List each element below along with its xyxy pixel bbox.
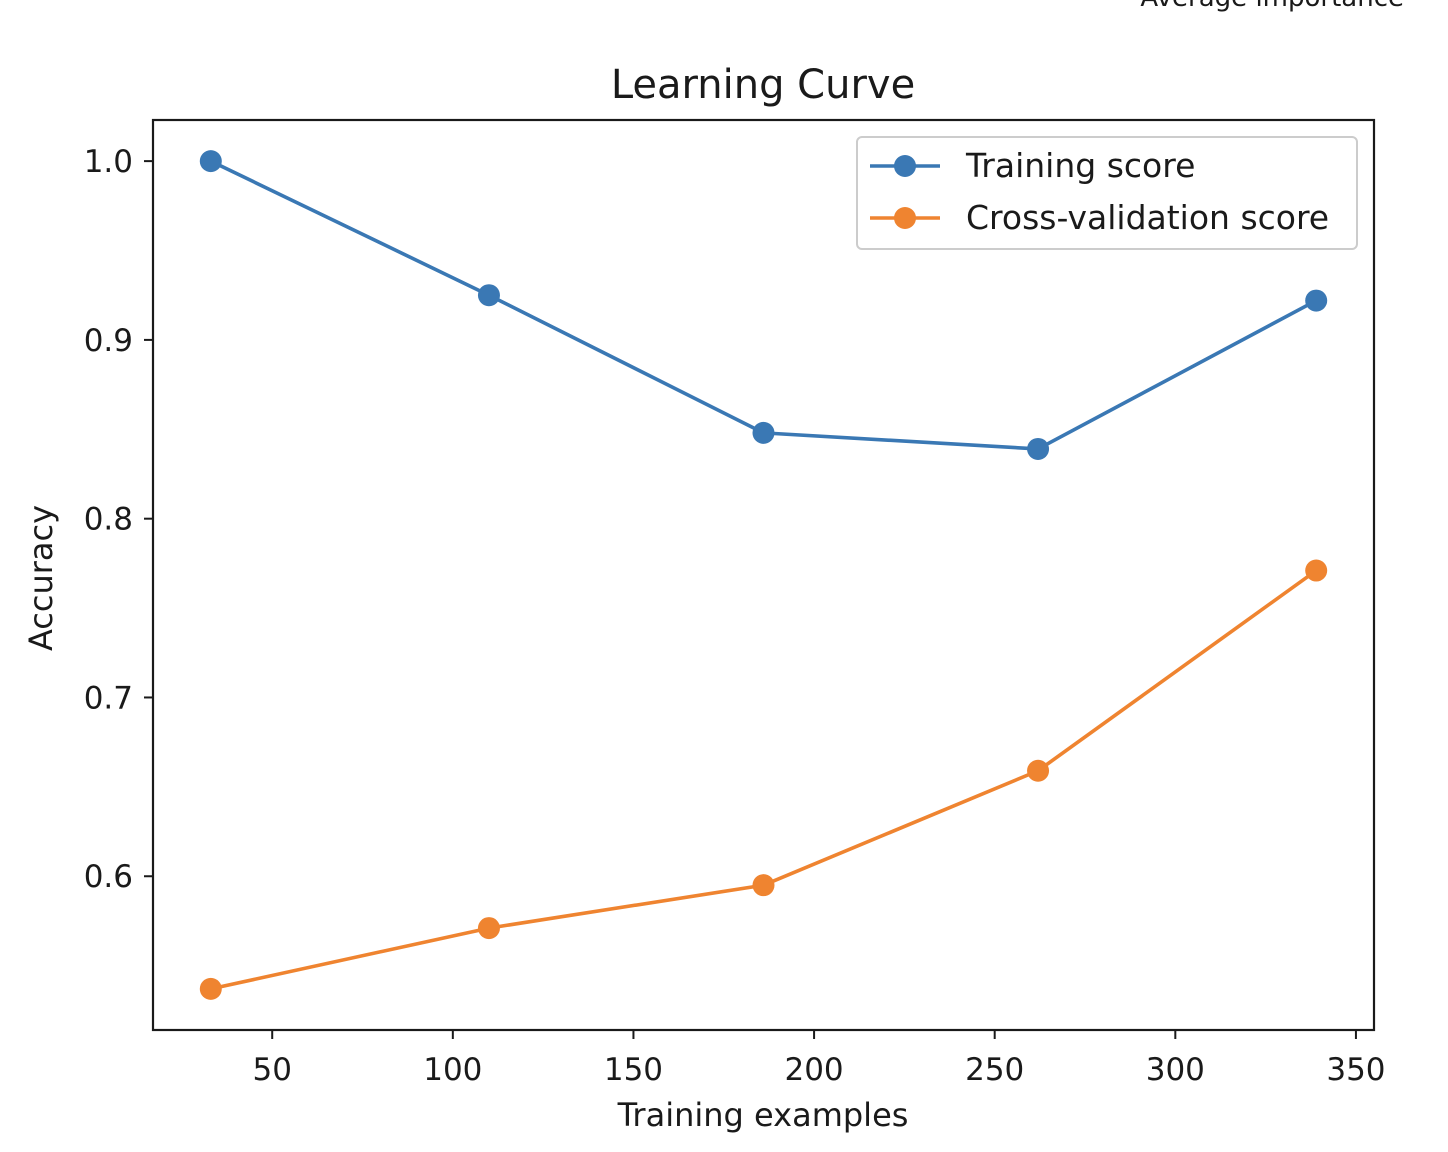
y-axis: 0.6 0.7 0.8 0.9 1.0 (84, 144, 153, 895)
data-point-cross-validation-score (1305, 559, 1328, 582)
x-axis: 50 100 150 200 250 300 350 (252, 1030, 1386, 1088)
series-training-score (199, 150, 1328, 460)
legend-item-cross-validation-score: Cross-validation score (870, 198, 1329, 237)
data-point-training-score (1027, 437, 1050, 460)
legend-item-training-score: Training score (870, 146, 1195, 185)
series-layer (199, 150, 1328, 1000)
legend: Training score Cross-validation score (856, 136, 1358, 250)
data-point-training-score (752, 421, 775, 444)
x-tick-label: 200 (784, 1052, 843, 1088)
series-cross-validation-score (199, 559, 1328, 1000)
x-tick-label: 250 (965, 1052, 1024, 1088)
x-tick-label: 150 (604, 1052, 663, 1088)
legend-marker-cross-validation-score (894, 207, 916, 229)
corner-clipped-text: Average importance (1140, 0, 1404, 13)
data-point-cross-validation-score (1027, 759, 1050, 782)
y-axis-label: Accuracy (22, 505, 60, 651)
data-point-training-score (199, 150, 222, 173)
y-tick-label: 0.6 (84, 859, 133, 895)
data-point-cross-validation-score (752, 874, 775, 897)
data-point-training-score (1305, 289, 1328, 312)
x-tick-label: 350 (1326, 1052, 1385, 1088)
y-tick-label: 1.0 (84, 144, 133, 180)
y-tick-label: 0.9 (84, 323, 133, 359)
x-axis-label: Training examples (617, 1096, 909, 1134)
x-tick-label: 300 (1146, 1052, 1205, 1088)
legend-label-training-score: Training score (965, 146, 1195, 185)
y-tick-label: 0.8 (84, 502, 133, 538)
data-point-cross-validation-score (199, 977, 222, 1000)
legend-label-cross-validation-score: Cross-validation score (966, 198, 1329, 237)
chart-title: Learning Curve (611, 62, 915, 108)
x-tick-label: 100 (423, 1052, 482, 1088)
x-tick-label: 50 (252, 1052, 291, 1088)
data-point-training-score (477, 284, 500, 307)
legend-marker-training-score (894, 155, 916, 177)
y-tick-label: 0.7 (84, 680, 133, 716)
data-point-cross-validation-score (477, 917, 500, 940)
legend-box (856, 136, 1358, 250)
